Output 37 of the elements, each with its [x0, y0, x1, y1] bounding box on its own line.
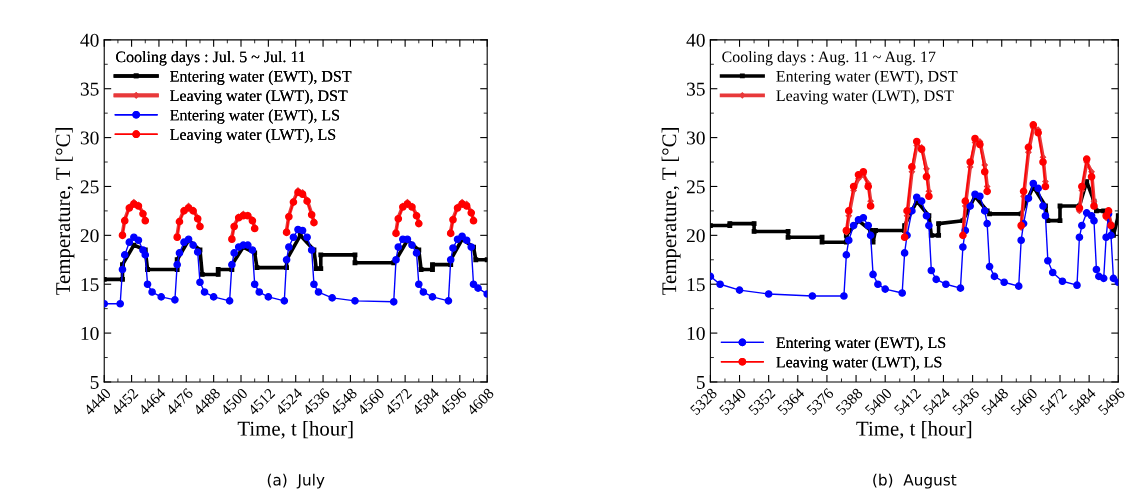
text: (b) August [873, 473, 957, 489]
y-tick-label: 5 [90, 375, 99, 389]
x-tick-label: 4452 [110, 387, 139, 416]
legend-label: Entering water (EWT), DST [170, 70, 352, 85]
legend-label: Leaving water (LWT), LS [776, 356, 942, 371]
y-tick-label: 20 [686, 229, 705, 243]
x-tick-label: 4572 [384, 387, 413, 416]
y-tick-label: 15 [81, 278, 99, 292]
x-tick-label: 4560 [356, 387, 385, 416]
legend-label: Entering water (EWT), LS [170, 109, 340, 124]
y-tick-label: 20 [80, 229, 99, 243]
y-tick-label: 40 [686, 33, 705, 47]
text: (a) July [267, 473, 325, 489]
x-axis-title: Time, t [hour] [237, 421, 353, 439]
y-tick-label: 10 [81, 326, 99, 341]
legend-label: Leaving water (LWT), DST [776, 89, 954, 105]
y-tick-label: 5 [696, 375, 705, 389]
y-axis-title: Temperature, T [°C] [55, 128, 75, 295]
y-tick-label: 10 [687, 326, 705, 341]
legend-title: Cooling days : Jul. 5 ~ Jul. 11 [116, 51, 305, 66]
y-tick-label: 35 [687, 82, 705, 96]
y-tick-label: 30 [80, 131, 99, 145]
y-tick-label: 15 [687, 278, 705, 292]
legend-label: Entering water (EWT), LS [776, 336, 946, 352]
x-tick-label: 4500 [219, 387, 249, 416]
legend-title: Cooling days : Aug. 11 ~ Aug. 17 [722, 51, 936, 66]
y-tick-label: 30 [687, 131, 705, 145]
legend-label: Leaving water (LWT), DST [170, 89, 348, 105]
y-tick-label: 25 [686, 180, 705, 194]
legend-label: Entering water (EWT), DST [776, 70, 958, 85]
y-axis-title: Temperature, T [°C] [661, 128, 681, 295]
legend-label: Leaving water (LWT), LS [170, 128, 336, 144]
y-tick-label: 35 [80, 82, 99, 96]
y-tick-label: 25 [80, 180, 99, 194]
x-tick-label: 4512 [247, 387, 276, 416]
y-tick-label: 40 [80, 33, 99, 47]
x-axis-title: Time, t [hour] [856, 421, 972, 439]
